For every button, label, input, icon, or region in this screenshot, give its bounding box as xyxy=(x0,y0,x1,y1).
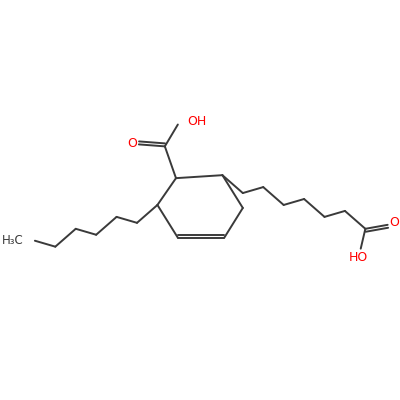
Text: HO: HO xyxy=(349,251,368,264)
Text: O: O xyxy=(389,216,399,229)
Text: H₃C: H₃C xyxy=(2,234,24,247)
Text: OH: OH xyxy=(187,115,206,128)
Text: O: O xyxy=(128,137,137,150)
